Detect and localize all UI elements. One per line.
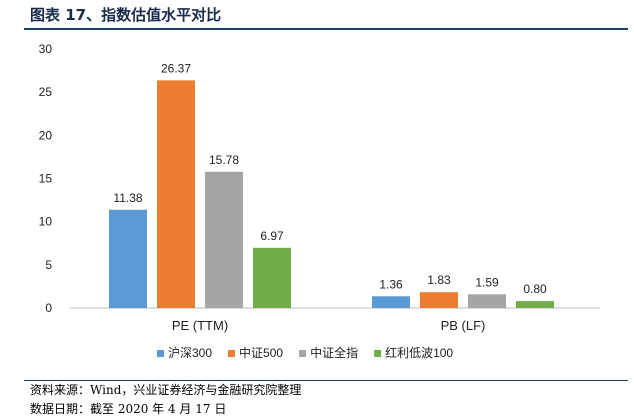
data-label: 15.78 — [209, 153, 239, 167]
chart-title: 图表 17、指数估值水平对比 — [30, 6, 222, 24]
legend-swatch-0 — [157, 350, 164, 357]
data-label: 0.80 — [523, 282, 547, 296]
title-rule — [24, 28, 628, 30]
data-label: 11.38 — [113, 191, 142, 205]
bar-0-0 — [109, 209, 147, 308]
legend-swatch-1 — [228, 350, 236, 357]
data-label: 1.59 — [475, 275, 499, 289]
bar-1-1 — [420, 292, 458, 308]
footer-rule — [24, 380, 628, 381]
data-label: 6.97 — [260, 229, 284, 243]
data-label: 1.83 — [427, 273, 451, 287]
legend-label: 沪深300 — [168, 346, 212, 360]
legend-swatch-2 — [299, 350, 307, 357]
bar-1-2 — [468, 294, 506, 308]
data-label: 1.36 — [379, 277, 403, 291]
y-tick-label: 10 — [39, 215, 53, 229]
x-category-label: PB (LF) — [441, 318, 486, 333]
y-tick-label: 30 — [39, 42, 53, 56]
x-category-label: PE (TTM) — [172, 318, 228, 333]
source-text: 资料来源：Wind，兴业证券经济与金融研究院整理 — [30, 383, 302, 397]
y-tick-label: 0 — [45, 301, 52, 315]
bar-1-0 — [372, 296, 410, 308]
y-tick-label: 15 — [39, 172, 53, 186]
legend-label: 中证全指 — [310, 345, 358, 360]
bar-1-3 — [516, 301, 554, 308]
y-tick-label: 20 — [39, 128, 53, 142]
legend-label: 红利低波100 — [385, 345, 453, 360]
y-tick-label: 25 — [39, 85, 53, 99]
bar-chart: 0 5 10 15 20 25 30 11.38 26.37 15.78 6.97 PE (TTM) 1… — [39, 42, 600, 360]
y-tick-label: 5 — [45, 258, 52, 272]
bar-0-1 — [157, 80, 195, 308]
bar-0-3 — [253, 247, 291, 308]
data-date-text: 数据日期：截至 2020 年 4 月 17 日 — [30, 402, 227, 416]
data-label: 26.37 — [161, 61, 191, 75]
bar-0-2 — [205, 171, 243, 308]
legend-swatch-3 — [374, 350, 382, 357]
source-note: 资料来源：Wind，兴业证券经济与金融研究院整理 数据日期：截至 2020 年 … — [30, 381, 301, 419]
legend-label: 中证500 — [239, 345, 283, 360]
